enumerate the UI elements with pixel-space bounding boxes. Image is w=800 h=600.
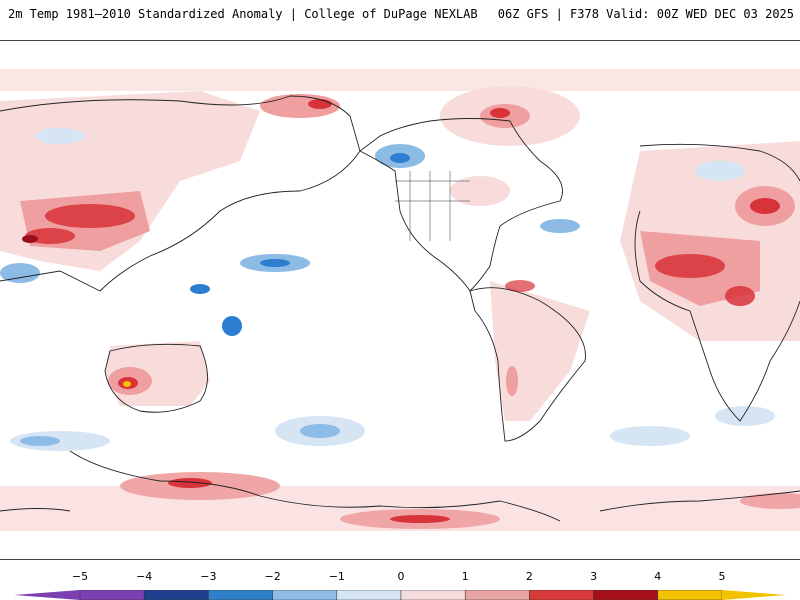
colorbar-segment [143,590,209,600]
legend-tick-label: −1 [328,570,345,583]
colorbar-segment [529,590,594,600]
colorbar-segment [272,590,338,600]
header: 2m Temp 1981–2010 Standardized Anomaly |… [0,0,800,30]
coastlines [0,95,800,522]
colorbar-segment [208,590,273,600]
colorbar-segment [464,590,530,600]
colorbar-segment [336,590,402,600]
legend-tick-label: 0 [397,570,405,583]
legend-tick-label: 5 [718,570,726,583]
colorbar-segment [79,590,145,600]
legend-tick-label: 2 [525,570,533,583]
legend-tick-label: −5 [71,570,89,583]
legend-tick-label: 1 [461,570,469,583]
colorbar [14,590,786,600]
legend-tick-label: −3 [200,570,217,583]
colorbar-segment [657,590,723,600]
legend-tick-label: 4 [654,570,662,583]
color-legend: −5 −4 −3 −2 −1 0 1 2 3 4 5 [0,570,800,600]
model-run-info: 06Z GFS | F378 Valid: 00Z WED DEC 03 202… [497,7,794,21]
legend-tick-label: −2 [264,570,281,583]
colorbar-segment [593,590,659,600]
map-title: 2m Temp 1981–2010 Standardized Anomaly |… [8,7,478,21]
arctic-warm-band [0,69,800,91]
colorbar-segment [400,590,466,600]
colorbar-max-arrow [722,590,786,600]
anomaly-map-graphic [0,69,800,531]
colorbar-min-arrow [14,590,80,600]
legend-tick-label: 3 [590,570,598,583]
anomaly-map [0,40,800,560]
legend-tick-label: −4 [136,570,153,583]
